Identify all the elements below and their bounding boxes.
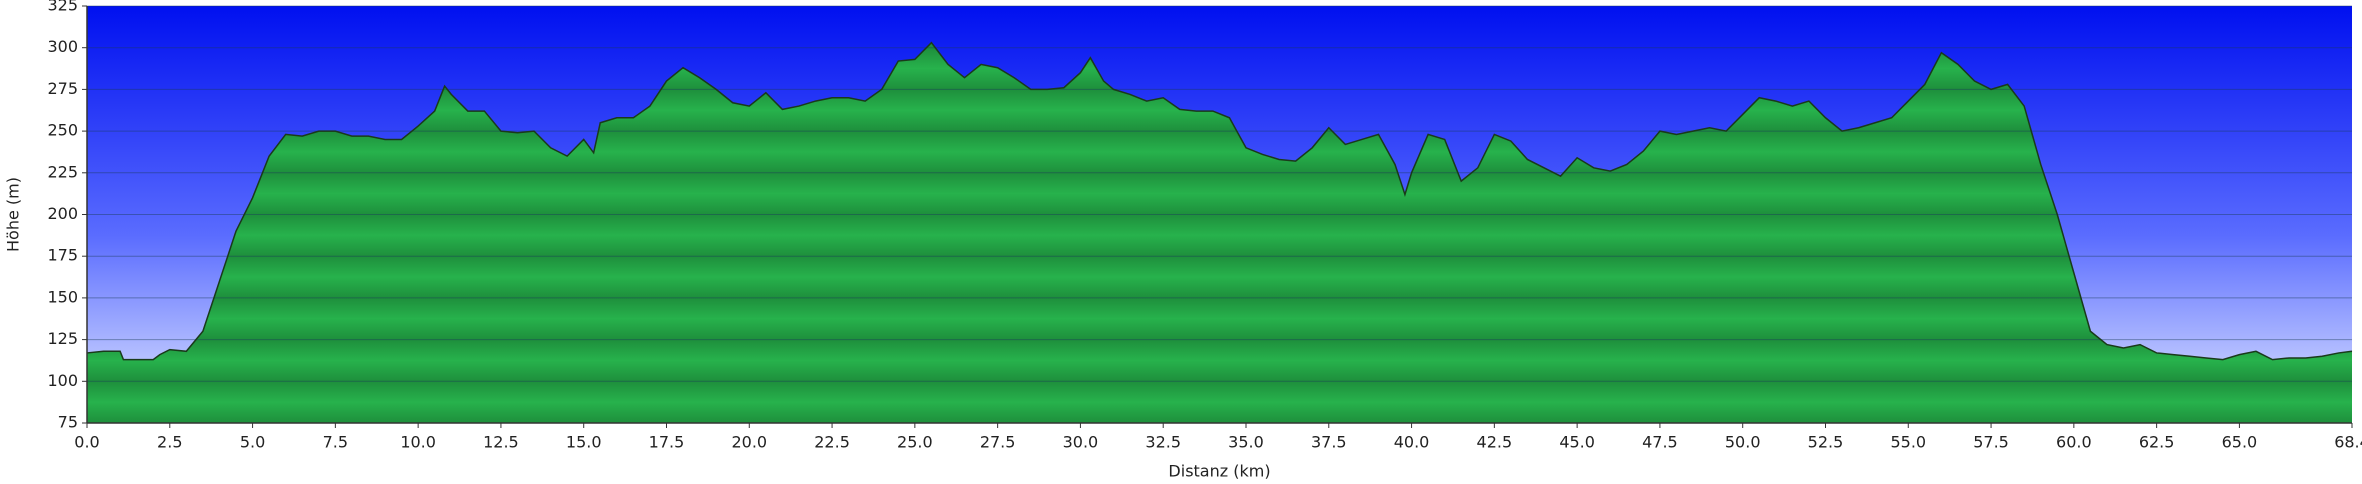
- y-axis-label: Höhe (m): [4, 177, 23, 252]
- y-tick-label: 200: [47, 204, 78, 223]
- x-tick-label: 27.5: [980, 433, 1016, 452]
- x-tick-label: 52.5: [1808, 433, 1844, 452]
- x-tick-label: 2.5: [157, 433, 182, 452]
- x-tick-label: 42.5: [1477, 433, 1513, 452]
- x-tick-label: 15.0: [566, 433, 602, 452]
- y-tick-label: 150: [47, 287, 78, 306]
- y-tick-label: 275: [47, 79, 78, 98]
- x-tick-label: 17.5: [649, 433, 685, 452]
- x-tick-label: 65.0: [2222, 433, 2258, 452]
- x-tick-label: 57.5: [1973, 433, 2009, 452]
- x-tick-label: 45.0: [1559, 433, 1595, 452]
- y-tick-label: 100: [47, 371, 78, 390]
- y-tick-label: 325: [47, 0, 78, 15]
- area-fill: [87, 42, 2352, 423]
- x-tick-label: 0.0: [74, 433, 99, 452]
- x-tick-label: 47.5: [1642, 433, 1678, 452]
- x-tick-label: 60.0: [2056, 433, 2092, 452]
- x-axis-label: Distanz (km): [1168, 462, 1270, 481]
- x-tick-label: 25.0: [897, 433, 933, 452]
- y-tick-label: 300: [47, 37, 78, 56]
- x-tick-label: 35.0: [1228, 433, 1264, 452]
- y-tick-label: 125: [47, 329, 78, 348]
- elevation-line: [86, 41, 2353, 361]
- x-tick-label: 50.0: [1725, 433, 1761, 452]
- x-tick-label: 32.5: [1145, 433, 1181, 452]
- x-tick-label: 68.4: [2334, 433, 2362, 452]
- y-tick-label: 75: [58, 413, 78, 432]
- x-tick-label: 12.5: [483, 433, 519, 452]
- x-tick-label: 40.0: [1394, 433, 1430, 452]
- x-tick-label: 62.5: [2139, 433, 2175, 452]
- x-tick-label: 30.0: [1063, 433, 1099, 452]
- x-tick-label: 10.0: [400, 433, 436, 452]
- x-tick-label: 20.0: [731, 433, 767, 452]
- x-tick-label: 55.0: [1890, 433, 1926, 452]
- y-tick-label: 225: [47, 162, 78, 181]
- y-tick-label: 250: [47, 121, 78, 140]
- x-tick-label: 5.0: [240, 433, 265, 452]
- x-tick-label: 37.5: [1311, 433, 1347, 452]
- x-tick-label: 7.5: [323, 433, 348, 452]
- x-tick-label: 22.5: [814, 433, 850, 452]
- y-tick-label: 175: [47, 246, 78, 265]
